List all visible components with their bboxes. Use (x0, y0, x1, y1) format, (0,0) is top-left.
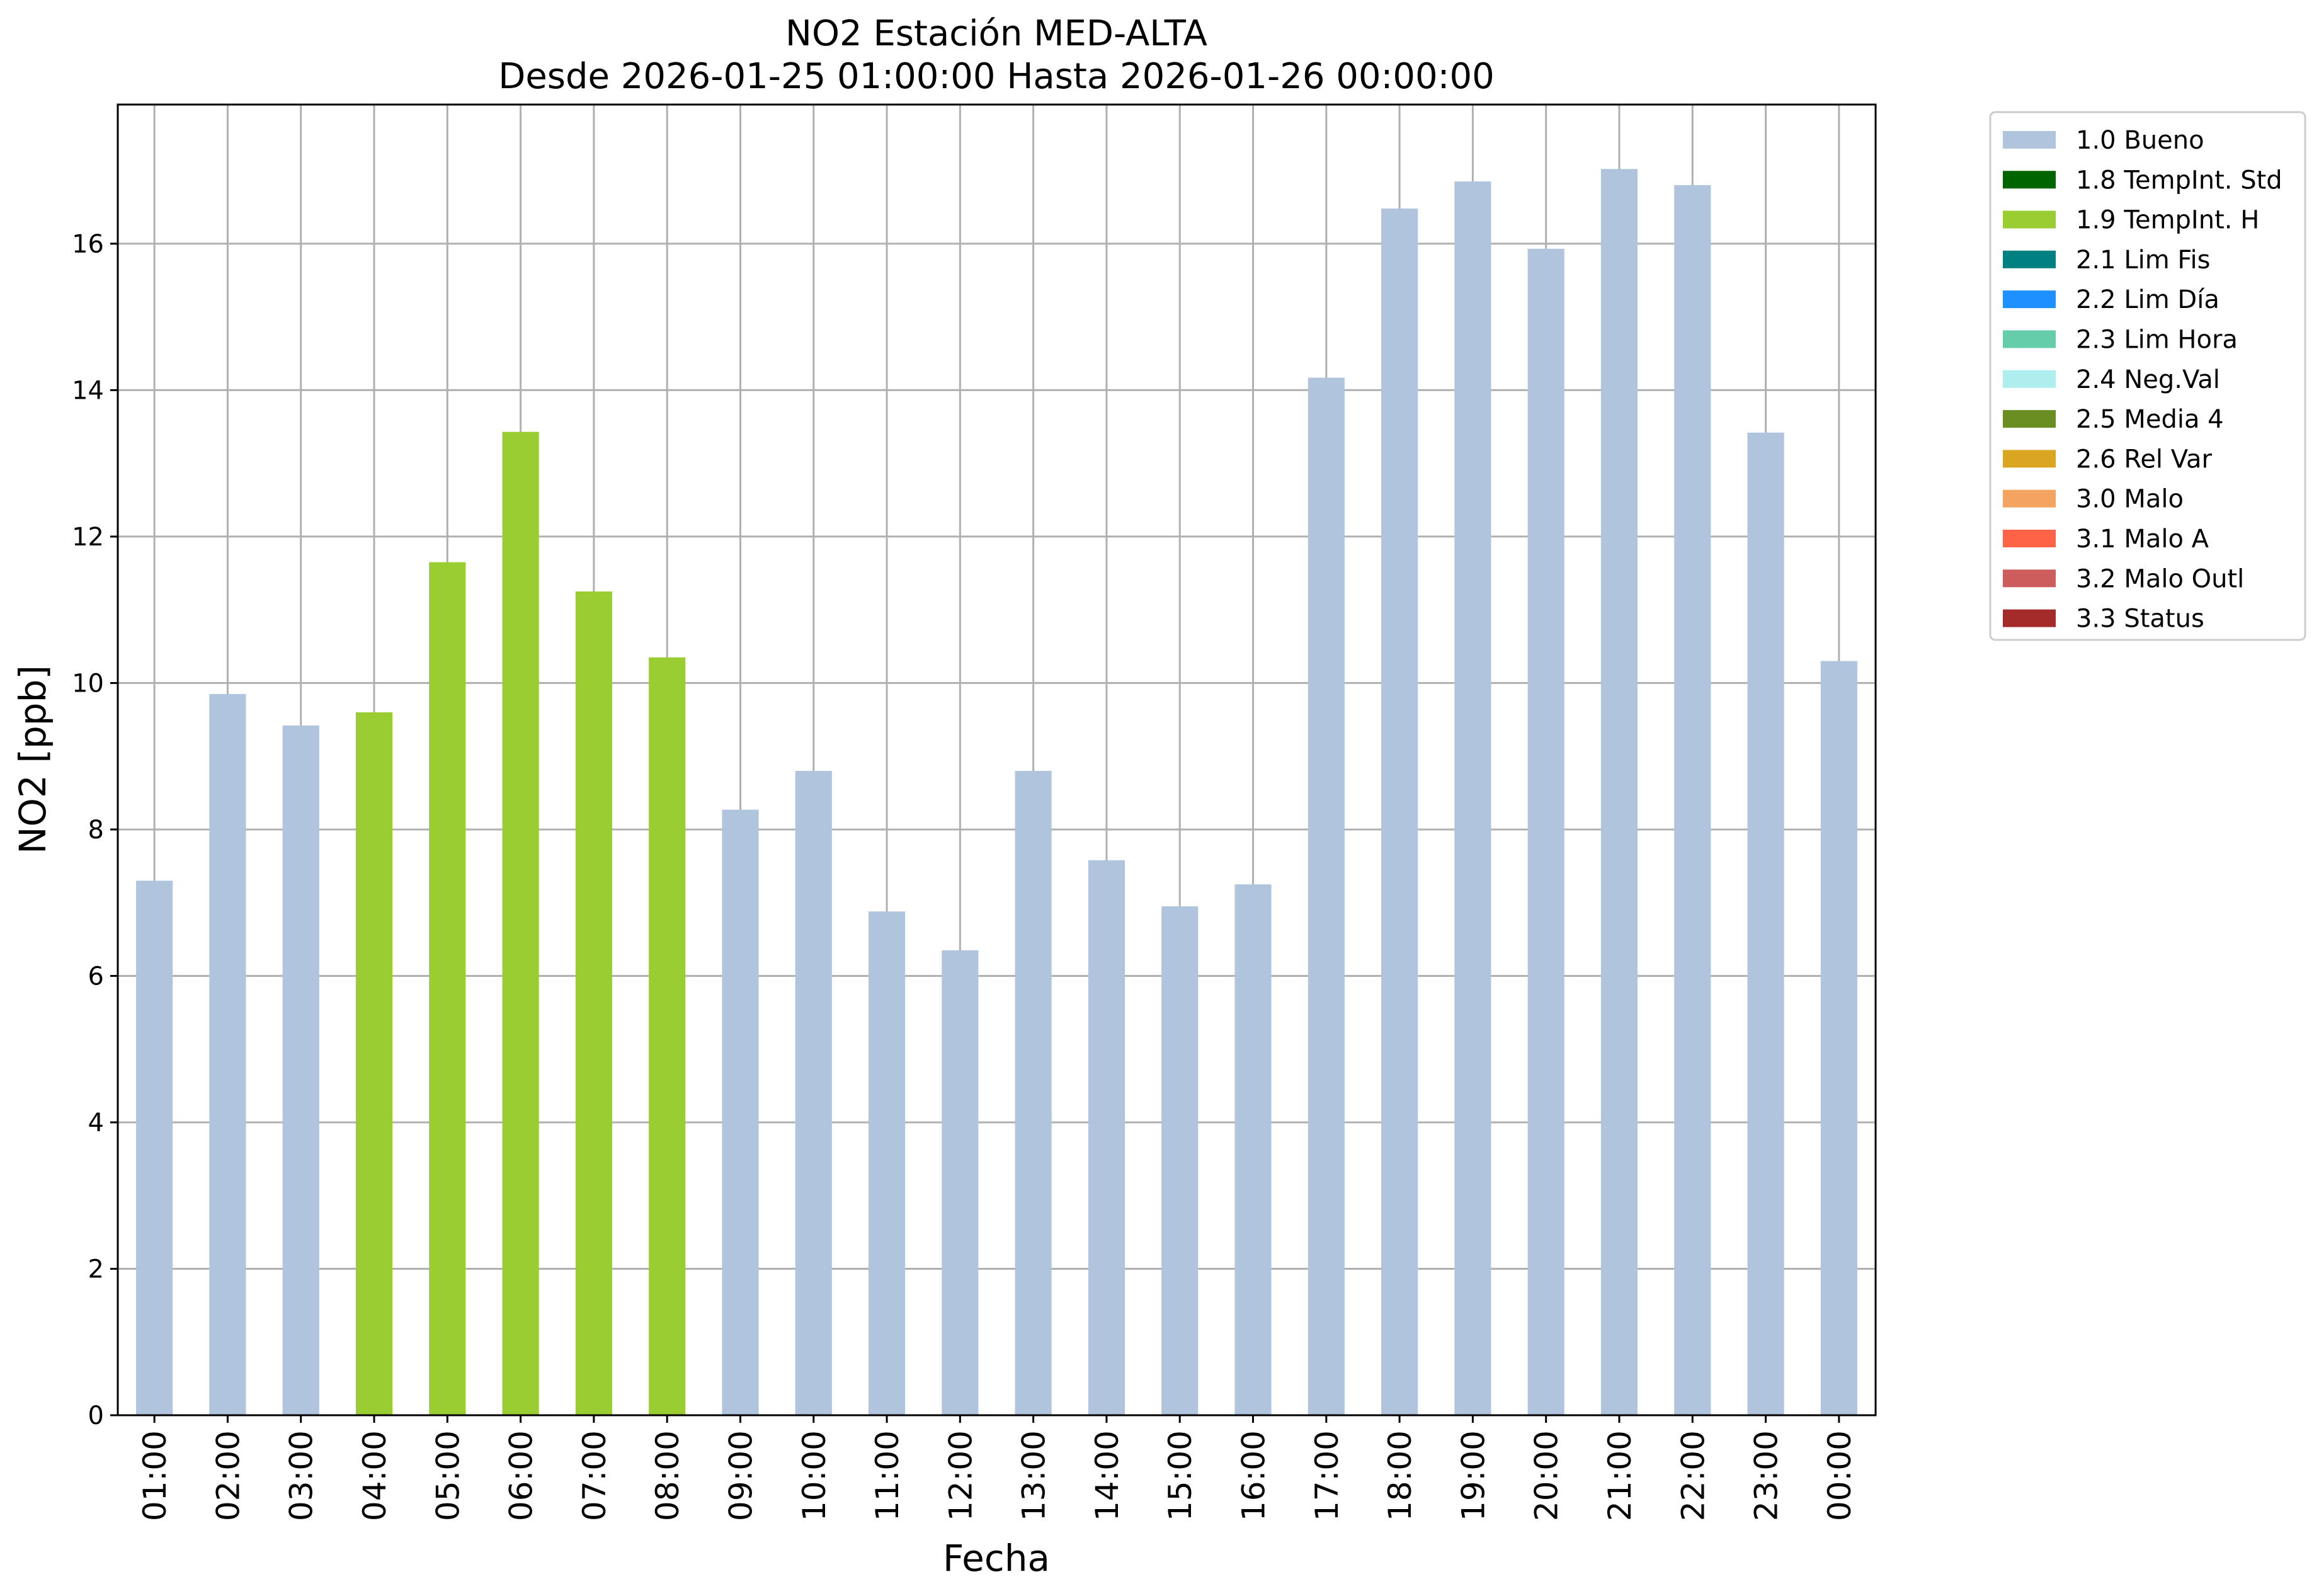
bar (1381, 208, 1418, 1415)
y-tick-label: 10 (72, 669, 104, 698)
bar (1161, 906, 1199, 1415)
plot-frame (117, 103, 1877, 1416)
x-tick-label: 01:00 (137, 1430, 173, 1521)
y-tick-label: 2 (88, 1255, 104, 1284)
bar (868, 911, 906, 1415)
legend-label: 3.3 Status (2076, 605, 2204, 634)
legend-label: 3.0 Malo (2076, 485, 2184, 514)
legend-label: 1.9 TempInt. H (2076, 206, 2259, 235)
bar (1674, 185, 1711, 1415)
bar (1015, 770, 1052, 1415)
legend-swatch (2003, 410, 2056, 428)
legend-label: 3.1 Malo A (2076, 525, 2209, 554)
legend-label: 1.8 TempInt. Std (2076, 166, 2282, 195)
chart-subtitle: Desde 2026-01-25 01:00:00 Hasta 2026-01-… (498, 56, 1495, 97)
bar (355, 712, 393, 1415)
bar (795, 770, 832, 1415)
y-axis-label: NO2 [ppb] (11, 665, 54, 854)
chart-title: NO2 Estación MED-ALTA (785, 13, 1207, 54)
x-tick-label: 06:00 (503, 1430, 540, 1521)
legend-label: 2.5 Media 4 (2076, 405, 2224, 434)
bars-group (136, 169, 1857, 1416)
y-tick-label: 0 (88, 1401, 104, 1430)
legend-label: 2.6 Rel Var (2076, 445, 2213, 474)
bar (209, 693, 246, 1415)
legend-label: 2.4 Neg.Val (2076, 365, 2220, 394)
x-tick-label: 08:00 (649, 1430, 686, 1521)
bar (429, 562, 466, 1415)
x-tick-label: 05:00 (430, 1430, 466, 1521)
x-tick-label: 09:00 (722, 1430, 759, 1521)
legend: 1.0 Bueno 1.8 TempInt. Std 1.9 TempInt. H 2… (1989, 111, 2306, 641)
legend-label: 1.0 Bueno (2076, 126, 2204, 155)
bar (1747, 432, 1784, 1415)
bar (502, 431, 539, 1415)
legend-swatch (2003, 489, 2056, 508)
bar (942, 950, 979, 1415)
y-tick-label: 4 (88, 1109, 104, 1137)
x-tick-label: 15:00 (1162, 1430, 1199, 1521)
x-tick-label: 03:00 (283, 1430, 320, 1521)
x-tick-label: 19:00 (1455, 1430, 1491, 1521)
y-axis-ticks: 0 2 4 6 8 10 12 14 16 (72, 230, 118, 1430)
legend-swatch (2003, 530, 2056, 547)
x-tick-label: 17:00 (1309, 1430, 1345, 1521)
legend-label: 2.2 Lim Día (2076, 285, 2219, 314)
bar (1454, 181, 1491, 1415)
legend-swatch (2003, 210, 2056, 229)
legend-swatch (2003, 171, 2056, 189)
x-tick-label: 12:00 (942, 1430, 979, 1521)
bar (1527, 249, 1564, 1415)
legend-swatch (2003, 569, 2056, 588)
legend-label: 2.3 Lim Hora (2076, 326, 2238, 355)
bar (1088, 860, 1125, 1415)
legend-swatch (2003, 250, 2056, 268)
y-tick-label: 8 (88, 816, 104, 845)
x-tick-label: 00:00 (1821, 1430, 1858, 1521)
bar (722, 809, 759, 1415)
x-tick-label: 23:00 (1748, 1430, 1785, 1521)
legend-label: 2.1 Lim Fis (2076, 246, 2210, 275)
x-axis-label: Fecha (943, 1537, 1050, 1580)
legend-swatch (2003, 609, 2056, 627)
bar (136, 881, 173, 1415)
y-tick-label: 6 (88, 962, 104, 991)
x-tick-label: 22:00 (1675, 1430, 1711, 1521)
legend-swatch (2003, 290, 2056, 309)
x-tick-label: 16:00 (1236, 1430, 1272, 1521)
x-tick-label: 02:00 (210, 1430, 246, 1521)
x-tick-label: 13:00 (1016, 1430, 1052, 1521)
x-tick-label: 14:00 (1089, 1430, 1125, 1521)
x-tick-label: 21:00 (1602, 1430, 1638, 1521)
bar (649, 657, 686, 1415)
y-tick-label: 14 (72, 376, 104, 405)
bar (1820, 661, 1857, 1415)
y-tick-label: 12 (72, 523, 104, 552)
legend-swatch (2003, 131, 2056, 149)
x-tick-label: 07:00 (576, 1430, 613, 1521)
x-tick-label: 10:00 (796, 1430, 833, 1521)
x-tick-label: 20:00 (1529, 1430, 1565, 1521)
x-axis-ticks: 01:00 02:00 03:00 04:00 05:00 06:00 07:00 08:00… (137, 1415, 1858, 1521)
bar (1600, 169, 1638, 1415)
y-tick-label: 16 (72, 230, 104, 259)
x-tick-label: 04:00 (356, 1430, 393, 1521)
bar (1234, 884, 1272, 1415)
legend-swatch (2003, 450, 2056, 468)
x-tick-label: 18:00 (1382, 1430, 1418, 1521)
bar (1308, 377, 1345, 1415)
bar (575, 591, 612, 1416)
legend-swatch (2003, 330, 2056, 348)
x-tick-label: 11:00 (869, 1430, 906, 1521)
legend-frame (1989, 111, 2306, 641)
legend-label: 3.2 Malo Outl (2076, 564, 2244, 593)
bar (282, 725, 319, 1415)
legend-swatch (2003, 370, 2056, 388)
